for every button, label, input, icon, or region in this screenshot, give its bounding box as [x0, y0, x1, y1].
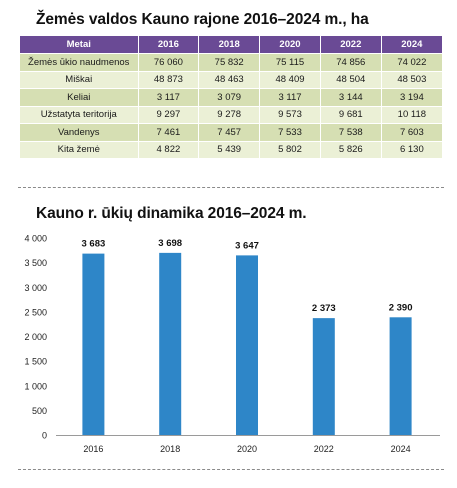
table-cell: 7 533 — [259, 123, 321, 142]
x-tick-label: 2018 — [160, 444, 180, 454]
bar-2022 — [312, 318, 335, 435]
table-row: Keliai 3 117 3 079 3 117 3 144 3 194 — [20, 88, 442, 107]
table-cell: 75 832 — [198, 53, 261, 72]
table-cell: 5 439 — [198, 141, 261, 159]
table-cell: 3 144 — [320, 88, 382, 107]
bar-value-label: 2 373 — [312, 303, 336, 314]
table-cell: 74 856 — [320, 53, 382, 72]
table-cell: 9 573 — [259, 106, 321, 124]
table-row: Miškai 48 873 48 463 48 409 48 504 48 50… — [20, 71, 442, 89]
x-tick-label: 2020 — [237, 444, 257, 454]
row-label: Žemės ūkio naudmenos — [20, 53, 139, 72]
table-cell: 48 409 — [259, 71, 321, 89]
bar-value-label: 3 647 — [235, 240, 259, 251]
section-divider — [18, 187, 444, 188]
farms-bar-chart: 0 500 1 000 1 500 2 000 2 500 3 000 3 500 4 000 3… — [24, 234, 440, 454]
row-label: Vandenys — [20, 123, 139, 142]
bar-2018 — [159, 252, 182, 435]
table-cell: 7 603 — [381, 123, 442, 142]
header-cell-2022: 2022 — [320, 36, 382, 54]
section-divider — [18, 469, 444, 470]
header-cell-metai: Metai — [20, 36, 139, 54]
bar-2016 — [82, 253, 105, 435]
table-header-row: Metai 2016 2018 2020 2022 2024 — [20, 36, 442, 54]
y-tick-label: 1 500 — [24, 357, 47, 367]
table-cell: 48 463 — [198, 71, 261, 89]
table-cell: 48 873 — [138, 71, 200, 89]
y-tick-label: 2 000 — [24, 332, 47, 342]
y-tick-label: 3 000 — [24, 283, 47, 293]
table-cell: 5 826 — [320, 141, 382, 159]
row-label: Kita žemė — [20, 141, 139, 159]
land-holdings-table: Metai 2016 2018 2020 2022 2024 Žemės ūki… — [20, 36, 442, 159]
y-tick-label: 0 — [42, 431, 47, 441]
table-cell: 3 117 — [138, 88, 200, 107]
table-cell: 6 130 — [381, 141, 442, 159]
table-cell: 7 457 — [198, 123, 261, 142]
table-cell: 5 802 — [259, 141, 321, 159]
x-tick-label: 2022 — [314, 444, 334, 454]
table-cell: 9 297 — [138, 106, 200, 124]
y-tick-label: 3 500 — [24, 258, 47, 268]
table-cell: 10 118 — [381, 106, 442, 124]
table-cell: 4 822 — [138, 141, 200, 159]
table-cell: 3 194 — [381, 88, 442, 107]
header-cell-2020: 2020 — [259, 36, 321, 54]
table-row: Kita žemė 4 822 5 439 5 802 5 826 6 130 — [20, 141, 442, 159]
bar-value-label: 3 698 — [158, 238, 182, 249]
table-cell: 75 115 — [259, 53, 321, 72]
x-tick-label: 2016 — [83, 444, 103, 454]
header-cell-2024: 2024 — [381, 36, 442, 54]
table-cell: 7 538 — [320, 123, 382, 142]
table-cell: 3 117 — [259, 88, 321, 107]
table-cell: 3 079 — [198, 88, 261, 107]
y-tick-label: 500 — [32, 406, 47, 416]
table-row: Užstatyta teritorija 9 297 9 278 9 573 9… — [20, 106, 442, 124]
bar-2024 — [389, 317, 412, 435]
table-cell: 74 022 — [381, 53, 442, 72]
row-label: Keliai — [20, 88, 139, 107]
table-row: Vandenys 7 461 7 457 7 533 7 538 7 603 — [20, 123, 442, 142]
y-tick-label: 2 500 — [24, 307, 47, 317]
table-cell: 76 060 — [138, 53, 200, 72]
bar-value-label: 3 683 — [82, 239, 106, 250]
table-cell: 9 278 — [198, 106, 261, 124]
bar-value-label: 2 390 — [389, 302, 413, 313]
table-cell: 9 681 — [320, 106, 382, 124]
row-label: Užstatyta teritorija — [20, 106, 139, 124]
table-cell: 7 461 — [138, 123, 200, 142]
y-tick-label: 4 000 — [24, 234, 47, 244]
table-cell: 48 504 — [320, 71, 382, 89]
table-cell: 48 503 — [381, 71, 442, 89]
row-label: Miškai — [20, 71, 139, 89]
header-cell-2016: 2016 — [138, 36, 200, 54]
chart-title: Kauno r. ūkių dinamika 2016–2024 m. — [36, 205, 307, 222]
header-cell-2018: 2018 — [198, 36, 261, 54]
table-title: Žemės valdos Kauno rajone 2016–2024 m., … — [36, 11, 369, 28]
bar-2020 — [236, 255, 258, 435]
y-tick-label: 1 000 — [24, 381, 47, 391]
table-row: Žemės ūkio naudmenos 76 060 75 832 75 11… — [20, 53, 442, 72]
x-tick-label: 2024 — [391, 444, 411, 454]
